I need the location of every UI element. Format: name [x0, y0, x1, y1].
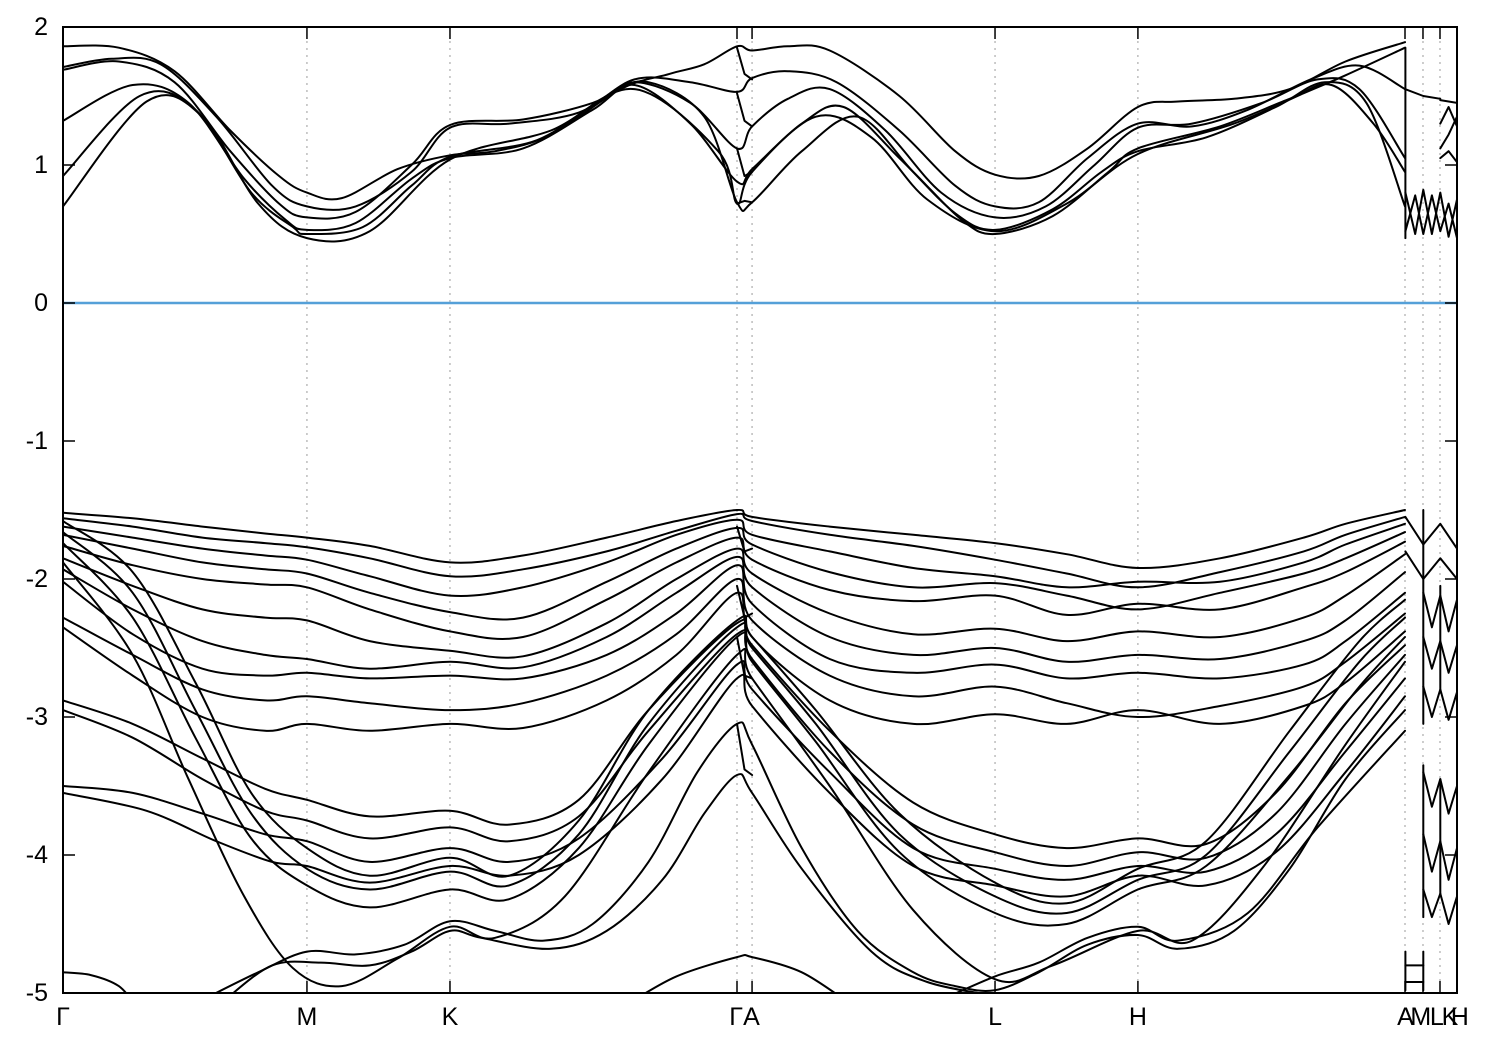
- band-curve-right_panel: [1422, 591, 1457, 633]
- band-curve-valence: [63, 555, 1406, 670]
- band-curve-conduction: [63, 81, 1406, 232]
- band-curve-right_panel: [1404, 550, 1457, 580]
- band-curve-gamma_a_connectors: [736, 722, 754, 776]
- band-curve-valence: [63, 618, 1406, 850]
- band-curve-valence: [63, 561, 1406, 988]
- y-tick-label: 1: [34, 151, 48, 179]
- band-curve-conduction: [63, 80, 1406, 236]
- band-curve-right_panel: [1439, 115, 1457, 150]
- band-curve-valence: [231, 773, 985, 993]
- band-curve-valence: [63, 518, 1406, 597]
- y-tick-label: -2: [26, 565, 48, 593]
- x-axis-kpoint-label: L: [988, 1003, 1002, 1031]
- x-axis-kpoint-label: L: [1430, 1003, 1444, 1031]
- band-curve-valence: [63, 512, 1406, 589]
- band-curve-right_panel: [1404, 515, 1457, 550]
- x-axis-kpoint-label: K: [1442, 1003, 1459, 1031]
- band-curves-group: [63, 41, 1457, 993]
- band-curve-valence: [63, 577, 1406, 719]
- band-curve-valence: [63, 547, 1406, 659]
- band-curve-right_panel: [1439, 99, 1457, 104]
- band-curve-valence: [63, 591, 1406, 732]
- band-curve-right_panel: [1422, 771, 1457, 815]
- band-curve-valence: [643, 953, 837, 993]
- y-tick-label: 2: [34, 13, 48, 41]
- band-curve-right_panel: [1439, 106, 1457, 128]
- band-curve-right_panel: [1422, 833, 1457, 881]
- band-curve-gamma_a_connectors: [736, 199, 754, 205]
- band-curve-right_panel: [1422, 888, 1457, 925]
- x-axis-kpoint-label: Γ: [56, 1003, 70, 1031]
- x-axis-kpoint-label: ΓA: [729, 1003, 760, 1031]
- band-curve-valence: [63, 629, 1406, 867]
- band-curve-valence: [63, 508, 1406, 570]
- band-curve-valence: [63, 536, 1406, 640]
- band-curve-gamma_a_connectors: [736, 525, 754, 553]
- band-curve-conduction: [63, 60, 1406, 220]
- band-curve-valence: [63, 531, 1406, 915]
- x-axis-kpoint-label: A: [1397, 1003, 1414, 1031]
- plot-border: [62, 26, 1458, 994]
- band-curve-right_panel: [1404, 88, 1442, 100]
- x-axis-kpoint-label: H: [1129, 1003, 1147, 1031]
- band-curve-gamma_a_connectors: [736, 584, 754, 619]
- y-tick-label: -5: [26, 979, 48, 1007]
- band-curve-conduction: [63, 46, 1406, 243]
- band-curve-right_panel: [1422, 685, 1457, 721]
- band-curve-conduction: [63, 41, 1406, 201]
- band-curve-right_panel: [1422, 636, 1457, 674]
- band-curve-valence: [63, 526, 1406, 621]
- y-tick-label: -3: [26, 703, 48, 731]
- x-axis-kpoint-label: M: [1410, 1003, 1431, 1031]
- y-tick-label: -4: [26, 841, 48, 869]
- x-axis-kpoint-label: M: [297, 1003, 318, 1031]
- band-curve-valence: [63, 660, 1406, 881]
- band-curve-right_panel: [1439, 150, 1457, 164]
- band-curve-valence: [63, 542, 1406, 927]
- band-curve-gamma_a_connectors: [736, 92, 754, 128]
- band-curve-valence: [63, 673, 1406, 898]
- band-curve-valence: [63, 971, 128, 993]
- band-curve-valence: [954, 729, 1406, 993]
- band-curve-right_panel: [1404, 188, 1457, 238]
- band-curve-conduction: [63, 56, 1406, 211]
- band-curve-valence: [213, 709, 1406, 993]
- band-curve-gamma_a_connectors: [736, 147, 754, 177]
- band-curve-valence: [63, 520, 1406, 905]
- band-curve-right_panel: [1404, 194, 1457, 240]
- band-curve-valence: [63, 564, 1406, 681]
- band-curve-gamma_a_connectors: [736, 636, 754, 680]
- x-axis-kpoint-label: K: [442, 1003, 459, 1031]
- y-tick-label: -1: [26, 427, 48, 455]
- x-axis-kpoint-label: H: [1451, 1003, 1469, 1031]
- y-tick-label: 0: [34, 289, 48, 317]
- band-curve-gamma_a_connectors: [736, 46, 754, 81]
